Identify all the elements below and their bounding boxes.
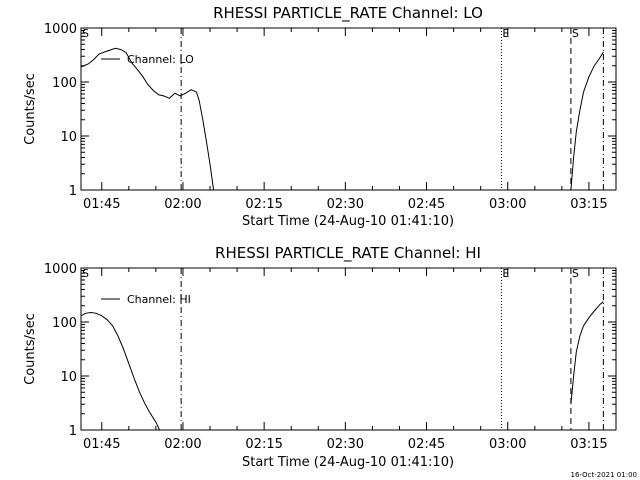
x-axis-label: Start Time (24-Aug-10 01:41:10) [242,455,454,470]
series-line [80,311,160,431]
event-marker-label: S [82,267,89,280]
legend-label: Channel: HI [127,293,191,306]
chart-lo: RHESSI PARTICLE_RATE Channel: LO Counts/… [23,4,617,229]
x-tick-label: 03:15 [570,437,607,452]
event-marker-label: E [502,27,509,40]
x-tick-label: 03:00 [489,437,526,452]
y-tick-label: 10 [60,130,77,145]
x-tick-label: 03:15 [570,197,607,212]
x-tick-label: 02:00 [164,197,201,212]
y-tick-label: 10 [60,370,77,385]
chart-title: RHESSI PARTICLE_RATE Channel: LO [213,4,483,23]
x-tick-label: 02:30 [327,437,364,452]
x-tick-label: 03:00 [489,197,526,212]
x-tick-label: 02:00 [164,437,201,452]
x-tick-label: 02:45 [408,197,445,212]
chart-title: RHESSI PARTICLE_RATE Channel: HI [215,244,481,263]
y-tick-label: 1000 [44,262,77,277]
legend-label: Channel: LO [127,53,194,66]
y-axis-label: Counts/sec [23,73,38,145]
footer-timestamp: 16-Oct-2021 01:00 [571,471,637,479]
event-marker-label: S [572,267,579,280]
y-axis-label: Counts/sec [23,313,38,385]
x-tick-label: 01:45 [83,437,120,452]
x-tick-label: 02:15 [245,197,282,212]
x-tick-label: 02:45 [408,437,445,452]
y-tick-label: 100 [52,316,77,331]
y-tick-label: 1 [69,184,77,199]
series-line [570,301,604,405]
chart-hi: RHESSI PARTICLE_RATE Channel: HI Counts/… [23,244,617,470]
x-tick-label: 01:45 [83,197,120,212]
event-marker-label: S [572,27,579,40]
x-tick-label: 02:15 [245,437,282,452]
series-line [80,47,215,191]
event-marker-label: S [82,27,89,40]
y-tick-label: 100 [52,76,77,91]
y-tick-label: 1000 [44,22,77,37]
x-tick-label: 02:30 [327,197,364,212]
x-axis-label: Start Time (24-Aug-10 01:41:10) [242,214,454,229]
series-line [570,51,604,191]
y-tick-label: 1 [69,424,77,439]
event-marker-label: E [502,267,509,280]
